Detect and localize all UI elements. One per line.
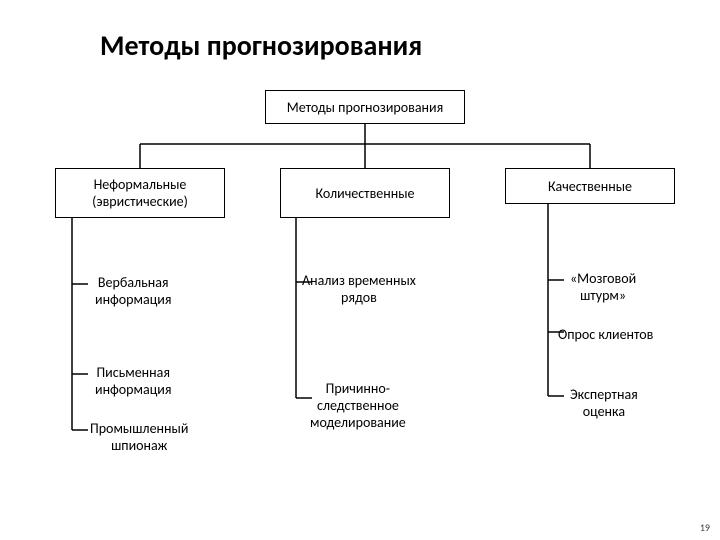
leaf-qual-1: Опрос клиентов <box>558 326 653 343</box>
page-number: 19 <box>700 521 710 534</box>
leaf-qual-0: «Мозговой штурм» <box>570 270 636 304</box>
leaf-quant-0: Анализ временных рядов <box>302 272 416 306</box>
leaf-quant-1: Причинно- следственное моделирование <box>310 380 406 431</box>
leaf-informal-2: Промышленный шпионаж <box>90 420 188 454</box>
leaf-informal-0: Вербальная информация <box>95 274 172 308</box>
leaf-qual-2: Экспертная оценка <box>570 386 638 420</box>
leaf-informal-1: Письменная информация <box>95 364 172 398</box>
